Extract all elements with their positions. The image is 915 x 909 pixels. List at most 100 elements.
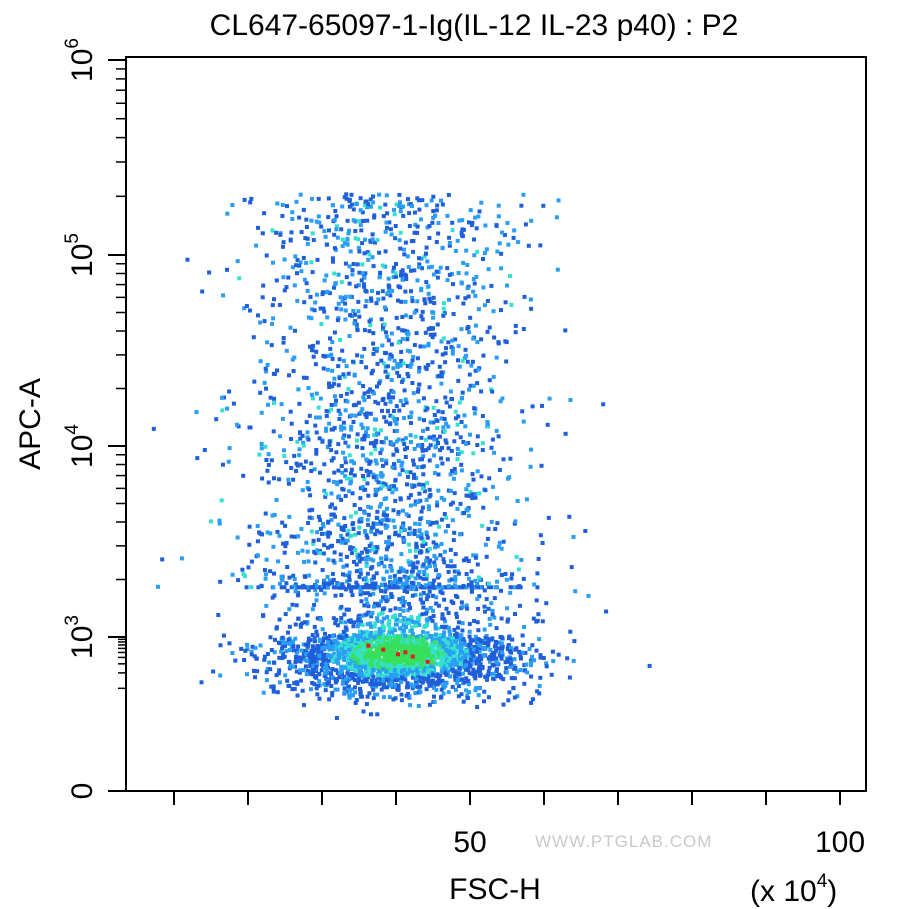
data-point: [432, 699, 437, 704]
data-point: [372, 635, 377, 640]
data-point: [478, 662, 483, 667]
data-point: [348, 546, 353, 551]
data-point: [342, 640, 347, 645]
data-point: [321, 581, 326, 586]
data-point: [315, 648, 320, 652]
data-point: [363, 547, 368, 552]
data-point: [447, 629, 452, 634]
data-point: [332, 470, 337, 475]
data-point: [384, 540, 389, 545]
data-point: [348, 480, 353, 484]
data-point: [459, 468, 464, 473]
data-point: [338, 620, 343, 625]
data-point: [327, 634, 332, 639]
data-point: [400, 585, 405, 589]
data-point: [430, 326, 435, 331]
data-point: [354, 322, 359, 327]
data-point: [453, 575, 458, 579]
data-point: [423, 583, 428, 588]
data-point: [455, 422, 460, 427]
data-point: [490, 389, 495, 394]
data-point: [476, 693, 481, 698]
data-point: [426, 284, 431, 289]
data-point: [324, 669, 329, 674]
data-point: [310, 396, 315, 401]
data-point: [246, 565, 251, 570]
data-point: [359, 657, 364, 662]
data-point: [466, 682, 471, 687]
data-point: [494, 496, 499, 501]
data-point: [421, 636, 426, 641]
data-point: [426, 594, 431, 599]
data-point: [363, 655, 368, 659]
data-point: [358, 208, 363, 213]
data-point: [397, 238, 402, 243]
data-point: [302, 560, 307, 564]
data-point: [314, 584, 318, 588]
data-point: [413, 222, 418, 227]
data-point: [409, 569, 414, 574]
data-point: [290, 265, 295, 270]
data-point: [366, 504, 371, 509]
data-point: [379, 583, 384, 587]
data-point: [491, 676, 496, 681]
data-point: [369, 577, 374, 582]
data-point: [450, 667, 455, 672]
data-point: [199, 680, 204, 685]
data-point: [295, 585, 300, 590]
data-point: [315, 660, 320, 665]
data-point: [394, 421, 399, 426]
data-point: [298, 192, 303, 197]
data-point: [457, 400, 462, 405]
data-point: [416, 582, 421, 586]
data-point: [349, 390, 354, 395]
data-point: [288, 237, 293, 242]
data-point: [338, 585, 343, 590]
data-point: [259, 410, 264, 415]
data-point: [476, 214, 481, 219]
data-point: [330, 356, 335, 361]
data-point: [412, 230, 417, 235]
data-point: [336, 408, 341, 413]
data-point: [463, 347, 468, 352]
data-point: [379, 471, 384, 476]
data-point: [335, 671, 340, 675]
data-point: [464, 487, 469, 492]
data-point: [401, 508, 405, 513]
data-point: [338, 337, 342, 342]
data-point: [414, 657, 418, 662]
data-point: [383, 264, 388, 269]
data-point: [438, 553, 443, 558]
data-point: [368, 645, 373, 650]
data-point: [271, 260, 275, 265]
data-point: [270, 595, 275, 600]
data-point: [428, 662, 433, 667]
data-point: [521, 192, 526, 197]
data-point: [311, 238, 316, 242]
data-point: [397, 533, 402, 538]
data-point: [341, 372, 346, 377]
data-point: [396, 437, 401, 442]
data-point: [459, 692, 464, 697]
data-point: [532, 658, 536, 663]
data-point: [429, 198, 434, 203]
data-point: [428, 646, 432, 651]
data-point: [411, 581, 416, 586]
data-point: [286, 637, 291, 642]
data-point: [437, 674, 442, 679]
data-point: [374, 478, 379, 482]
data-point: [449, 643, 454, 648]
data-point: [408, 635, 413, 640]
data-point: [314, 655, 319, 660]
data-point: [447, 644, 451, 649]
data-point: [375, 654, 380, 659]
data-point: [268, 667, 273, 672]
data-point: [358, 571, 363, 576]
data-point: [496, 544, 501, 549]
data-point: [305, 430, 310, 435]
data-point: [317, 679, 322, 684]
data-point: [314, 349, 319, 354]
data-point: [325, 574, 330, 579]
data-point: [424, 566, 429, 571]
data-point: [265, 468, 270, 473]
